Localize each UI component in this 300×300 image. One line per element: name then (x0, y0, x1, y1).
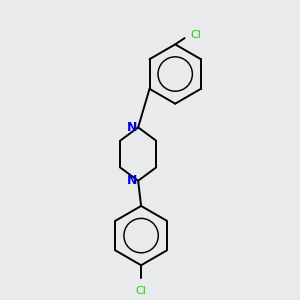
Text: Cl: Cl (136, 286, 146, 296)
Text: N: N (126, 121, 137, 134)
Text: N: N (126, 174, 137, 187)
Text: Cl: Cl (190, 31, 201, 40)
